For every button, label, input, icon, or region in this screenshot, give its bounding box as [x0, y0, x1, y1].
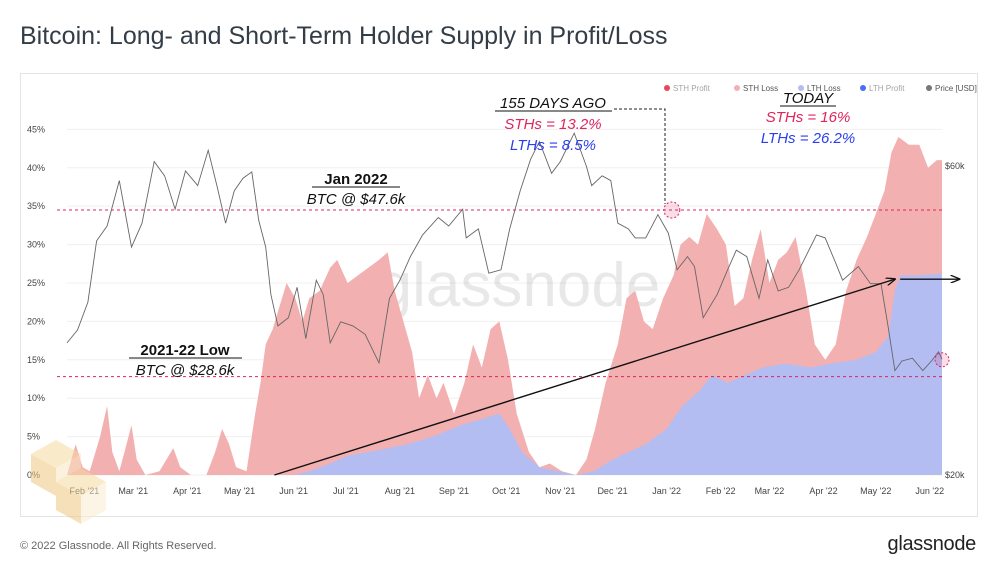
footer-copyright: © 2022 Glassnode. All Rights Reserved.	[20, 540, 217, 552]
low-subtitle: BTC @ $28.6k	[136, 362, 236, 379]
footer-brand: glassnode	[887, 533, 977, 555]
y-tick-label: 10%	[27, 393, 45, 403]
watermark: glassnode	[378, 251, 661, 320]
today-lth: LTHs = 26.2%	[761, 130, 855, 147]
jan2022-title: Jan 2022	[324, 171, 387, 188]
x-tick-label: Mar '21	[118, 486, 148, 496]
x-tick-label: Jan '22	[652, 486, 681, 496]
y-tick-label: 30%	[27, 240, 45, 250]
trend-arrows	[274, 279, 959, 476]
x-tick-label: Feb '22	[706, 486, 736, 496]
today-title: TODAY	[783, 90, 834, 107]
x-tick-label: Apr '22	[809, 486, 837, 496]
legend-swatch	[926, 85, 932, 91]
y-tick-label: 25%	[27, 278, 45, 288]
grid	[67, 128, 942, 476]
areas	[67, 137, 942, 475]
lth-loss-area	[67, 273, 942, 475]
low-title: 2021-22 Low	[140, 342, 230, 359]
x-tick-label: Sep '21	[439, 486, 469, 496]
y-right-tick-label: $60k	[945, 161, 965, 171]
days-ago-lth: LTHs = 8.5%	[510, 137, 596, 154]
y-tick-label: 5%	[27, 432, 40, 442]
chart-frame: glassnode 0%5%10%15%20%25%30%35%40%45%Fe…	[20, 73, 978, 517]
days-ago-connector	[614, 108, 666, 204]
jan2022-subtitle: BTC @ $47.6k	[307, 191, 407, 208]
glassnode-cube-logo	[31, 440, 106, 524]
legend-label: STH Loss	[743, 84, 778, 93]
legend: STH Profit STH Loss LTH Loss LTH Profit Pric…	[664, 84, 977, 93]
reference-lines	[57, 201, 950, 378]
price-layer	[66, 131, 943, 372]
x-tick-label: Nov '21	[545, 486, 575, 496]
y-tick-label: 35%	[27, 201, 45, 211]
x-tick-label: Aug '21	[385, 486, 415, 496]
legend-swatch	[798, 85, 804, 91]
x-tick-label: Jul '21	[333, 486, 359, 496]
x-tick-label: Mar '22	[755, 486, 785, 496]
x-tick-label: Oct '21	[492, 486, 520, 496]
y-tick-label: 20%	[27, 316, 45, 326]
x-tick-label: May '22	[860, 486, 891, 496]
x-tick-label: Apr '21	[173, 486, 201, 496]
chart-svg: glassnode 0%5%10%15%20%25%30%35%40%45%Fe…	[27, 84, 977, 496]
legend-label: LTH Loss	[807, 84, 841, 93]
axes: 0%5%10%15%20%25%30%35%40%45%Feb '21Mar '…	[27, 124, 965, 496]
price-line	[66, 131, 943, 372]
legend-label: STH Profit	[673, 84, 711, 93]
days-ago-title: 155 DAYS AGO	[500, 95, 606, 112]
page-title: Bitcoin: Long- and Short-Term Holder Sup…	[20, 22, 668, 50]
trend-arrow	[274, 279, 895, 476]
y-right-tick-label: $20k	[945, 470, 965, 480]
days-ago-sth: STHs = 13.2%	[504, 116, 601, 133]
y-tick-label: 15%	[27, 355, 45, 365]
today-sth: STHs = 16%	[766, 109, 851, 126]
days-ago-marker	[663, 201, 681, 219]
legend-label: Price [USD]	[935, 84, 977, 93]
watermark-layer: glassnode	[378, 251, 661, 320]
annotations: Jan 2022 BTC @ $47.6k 2021-22 Low BTC @ …	[129, 90, 855, 379]
legend-label: LTH Profit	[869, 84, 905, 93]
y-tick-label: 45%	[27, 124, 45, 134]
x-tick-label: May '21	[224, 486, 255, 496]
legend-swatch	[734, 85, 740, 91]
today-marker	[934, 352, 950, 368]
legend-swatch	[860, 85, 866, 91]
legend-swatch	[664, 85, 670, 91]
x-tick-label: Jun '21	[279, 486, 308, 496]
y-tick-label: 40%	[27, 163, 45, 173]
x-tick-label: Jun '22	[915, 486, 944, 496]
x-tick-label: Dec '21	[597, 486, 627, 496]
